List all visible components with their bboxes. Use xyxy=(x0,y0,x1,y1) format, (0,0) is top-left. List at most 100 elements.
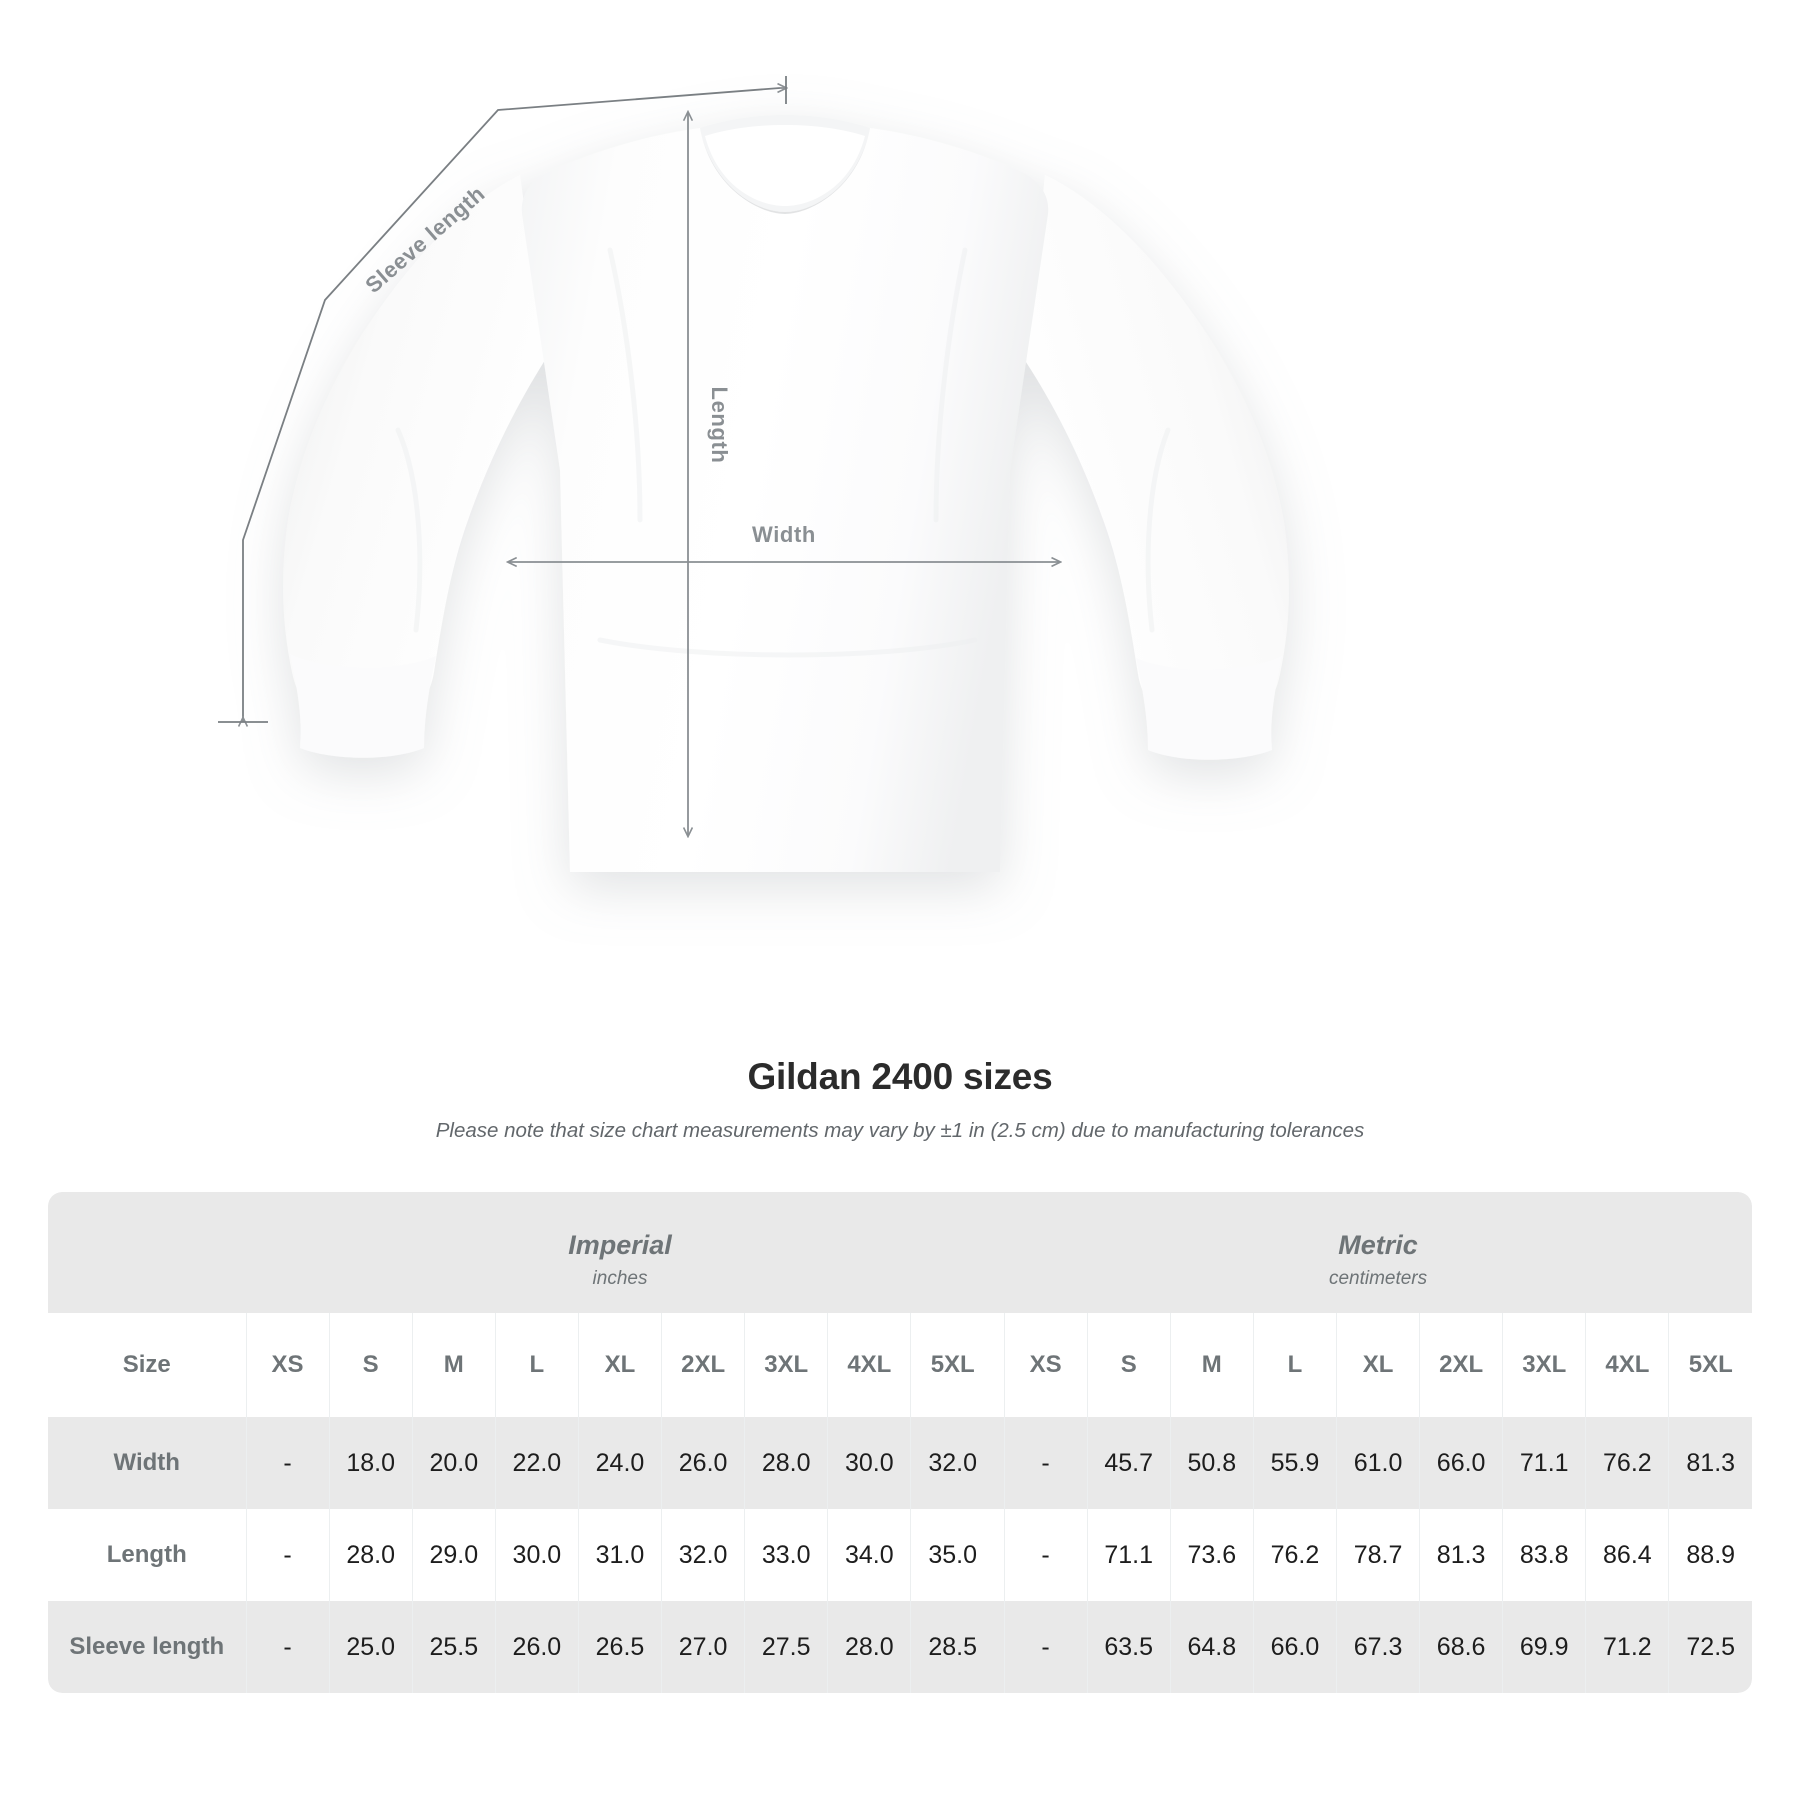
garment-illustration: Sleeve length Length Width xyxy=(218,76,1289,872)
table-row: Length -28.0 29.0 30.0 31.0 32.0 33.0 34.0 35.0-… xyxy=(48,1509,1753,1601)
cell-width-imperial-m: 20.0 xyxy=(411,1417,496,1509)
size-header-metric-2xl: 2XL xyxy=(1419,1313,1503,1417)
cell-length-metric-l: 76.2 xyxy=(1252,1509,1337,1601)
cell-width-metric-3xl: 71.1 xyxy=(1502,1417,1586,1509)
size-header-metric-m: M xyxy=(1169,1313,1254,1417)
size-header-imperial-2xl: 2XL xyxy=(661,1313,745,1417)
table-row: Sleeve length -25.0 25.5 26.0 26.5 27.0 27.5 28… xyxy=(48,1601,1753,1693)
unit-header-imperial: Imperial inches xyxy=(246,1192,995,1313)
cell-sleeve-length-metric-l: 66.0 xyxy=(1252,1601,1337,1693)
cell-sleeve-length-imperial-2xl: 27.0 xyxy=(661,1601,745,1693)
cell-width-imperial-3xl: 28.0 xyxy=(744,1417,828,1509)
cell-length-metric-xs: - xyxy=(1003,1509,1088,1601)
row-gap-width xyxy=(994,1417,1005,1509)
cell-sleeve-length-imperial-s: 25.0 xyxy=(328,1601,413,1693)
cell-length-metric-xl: 78.7 xyxy=(1335,1509,1420,1601)
cell-length-imperial-m: 29.0 xyxy=(411,1509,496,1601)
cell-sleeve-length-metric-xl: 67.3 xyxy=(1335,1601,1420,1693)
shirt-graphic xyxy=(283,115,1289,872)
cell-length-imperial-4xl: 34.0 xyxy=(827,1509,911,1601)
cell-sleeve-length-imperial-3xl: 27.5 xyxy=(744,1601,828,1693)
size-header-metric-l: L xyxy=(1252,1313,1337,1417)
cell-sleeve-length-imperial-5xl: 28.5 xyxy=(910,1601,995,1693)
cell-width-metric-4xl: 76.2 xyxy=(1585,1417,1669,1509)
size-header-metric-xs: XS xyxy=(1003,1313,1088,1417)
unit-band-row: Imperial inches Metric centimeters xyxy=(48,1192,1753,1313)
table-row: Width -18.0 20.0 22.0 24.0 26.0 28.0 30.0 32.0-4… xyxy=(48,1417,1753,1509)
row-gap-sleeve-length xyxy=(994,1601,1005,1693)
row-gap-length xyxy=(994,1509,1005,1601)
size-header-imperial-l: L xyxy=(494,1313,579,1417)
size-header-gap xyxy=(994,1313,1005,1417)
size-header-imperial-3xl: 3XL xyxy=(744,1313,828,1417)
cell-width-metric-2xl: 66.0 xyxy=(1419,1417,1503,1509)
cell-length-imperial-l: 30.0 xyxy=(494,1509,579,1601)
size-header-imperial-xs: XS xyxy=(245,1313,330,1417)
cell-length-imperial-xl: 31.0 xyxy=(577,1509,662,1601)
size-header-metric-3xl: 3XL xyxy=(1502,1313,1586,1417)
title-block: Gildan 2400 sizes Please note that size … xyxy=(0,1055,1800,1145)
row-label-length: Length xyxy=(48,1509,246,1601)
cell-sleeve-length-imperial-l: 26.0 xyxy=(494,1601,579,1693)
cell-sleeve-length-imperial-xl: 26.5 xyxy=(577,1601,662,1693)
size-header-imperial-4xl: 4XL xyxy=(827,1313,911,1417)
cell-sleeve-length-metric-xs: - xyxy=(1003,1601,1088,1693)
cell-sleeve-length-metric-4xl: 71.2 xyxy=(1585,1601,1669,1693)
cell-length-metric-s: 71.1 xyxy=(1086,1509,1171,1601)
size-header-row: Size XS S M L XL 2XL 3XL 4XL 5XL XS S M L XL 2XL 3XL 4XL 5… xyxy=(48,1313,1753,1417)
cell-width-metric-s: 45.7 xyxy=(1086,1417,1171,1509)
unit-band-gap xyxy=(994,1192,1005,1313)
cell-width-metric-xs: - xyxy=(1003,1417,1088,1509)
cell-sleeve-length-metric-s: 63.5 xyxy=(1086,1601,1171,1693)
unit-sub-metric: centimeters xyxy=(1328,1267,1428,1289)
row-label-sleeve-length: Sleeve length xyxy=(48,1601,246,1693)
tolerance-note: Please note that size chart measurements… xyxy=(435,1119,1365,1143)
cell-length-imperial-2xl: 32.0 xyxy=(661,1509,745,1601)
unit-name-imperial: Imperial xyxy=(568,1229,672,1260)
cell-length-metric-m: 73.6 xyxy=(1169,1509,1254,1601)
cell-width-metric-xl: 61.0 xyxy=(1335,1417,1420,1509)
size-header-metric-5xl: 5XL xyxy=(1668,1313,1753,1417)
unit-band-spacer xyxy=(48,1192,246,1313)
size-chart-table: Imperial inches Metric centimeters Size XS S M L… xyxy=(48,1192,1753,1693)
size-header-metric-s: S xyxy=(1086,1313,1171,1417)
cell-length-imperial-xs: - xyxy=(245,1509,330,1601)
cell-length-imperial-s: 28.0 xyxy=(328,1509,413,1601)
cell-width-metric-5xl: 81.3 xyxy=(1668,1417,1753,1509)
cell-sleeve-length-metric-5xl: 72.5 xyxy=(1668,1601,1753,1693)
cell-width-imperial-xs: - xyxy=(245,1417,330,1509)
cell-sleeve-length-imperial-m: 25.5 xyxy=(411,1601,496,1693)
cell-width-metric-m: 50.8 xyxy=(1169,1417,1254,1509)
cell-length-metric-5xl: 88.9 xyxy=(1668,1509,1753,1601)
size-header-metric-xl: XL xyxy=(1335,1313,1420,1417)
cell-width-imperial-2xl: 26.0 xyxy=(661,1417,745,1509)
unit-name-metric: Metric xyxy=(1338,1229,1418,1260)
page-title: Gildan 2400 sizes xyxy=(747,1056,1053,1097)
length-label: Length xyxy=(707,387,732,464)
size-header-imperial-xl: XL xyxy=(577,1313,662,1417)
cell-width-imperial-s: 18.0 xyxy=(328,1417,413,1509)
cell-width-imperial-l: 22.0 xyxy=(494,1417,579,1509)
unit-header-metric: Metric centimeters xyxy=(1004,1192,1753,1313)
cell-length-imperial-3xl: 33.0 xyxy=(744,1509,828,1601)
cell-sleeve-length-metric-m: 64.8 xyxy=(1169,1601,1254,1693)
measurement-guides xyxy=(218,76,1060,836)
cell-length-metric-4xl: 86.4 xyxy=(1585,1509,1669,1601)
size-header-imperial-s: S xyxy=(328,1313,413,1417)
row-label-width: Width xyxy=(48,1417,246,1509)
size-chart-table-wrapper: Imperial inches Metric centimeters Size XS S M L… xyxy=(48,1192,1753,1693)
cell-sleeve-length-metric-3xl: 69.9 xyxy=(1502,1601,1586,1693)
cell-width-metric-l: 55.9 xyxy=(1252,1417,1337,1509)
size-header-imperial-m: M xyxy=(411,1313,496,1417)
cell-width-imperial-5xl: 32.0 xyxy=(910,1417,995,1509)
size-header-metric-4xl: 4XL xyxy=(1585,1313,1669,1417)
size-header-label: Size xyxy=(48,1313,246,1417)
cell-length-metric-3xl: 83.8 xyxy=(1502,1509,1586,1601)
cell-sleeve-length-imperial-4xl: 28.0 xyxy=(827,1601,911,1693)
cell-sleeve-length-imperial-xs: - xyxy=(245,1601,330,1693)
size-header-imperial-5xl: 5XL xyxy=(910,1313,995,1417)
cell-sleeve-length-metric-2xl: 68.6 xyxy=(1419,1601,1503,1693)
cell-width-imperial-xl: 24.0 xyxy=(577,1417,662,1509)
cell-length-imperial-5xl: 35.0 xyxy=(910,1509,995,1601)
unit-sub-imperial: inches xyxy=(592,1267,648,1289)
